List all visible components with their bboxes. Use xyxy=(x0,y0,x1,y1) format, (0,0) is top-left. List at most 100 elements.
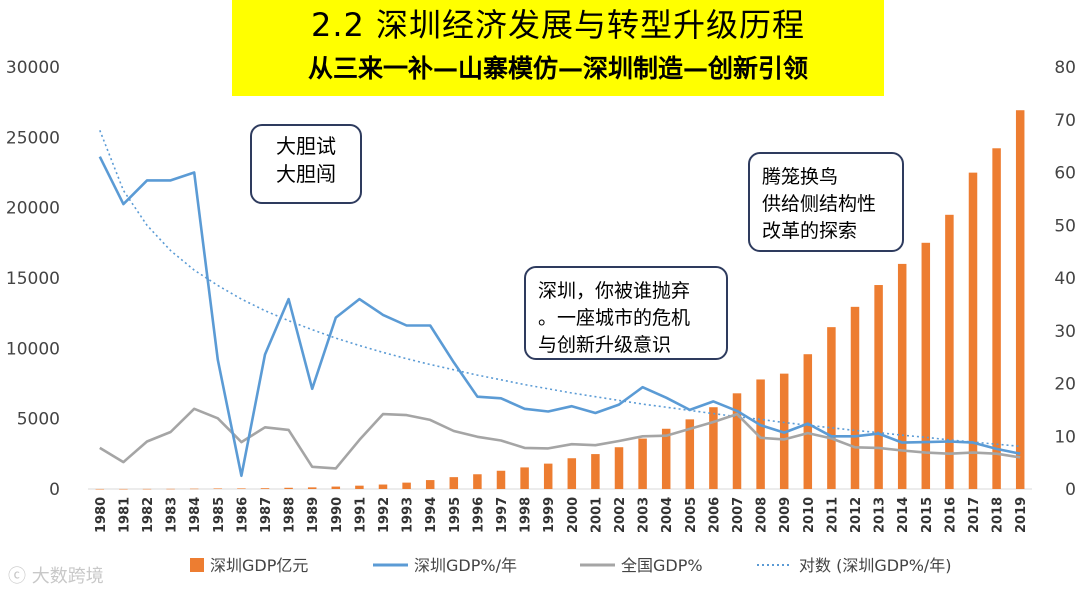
bar xyxy=(142,488,152,490)
x-tick-label: 2010 xyxy=(802,497,817,533)
x-tick-label: 1989 xyxy=(306,497,321,533)
bar xyxy=(850,306,860,489)
x-tick-label: 1987 xyxy=(259,497,274,533)
x-tick-label: 1980 xyxy=(94,497,109,533)
x-tick-label: 1985 xyxy=(212,497,227,533)
shenzhen-growth-line xyxy=(98,156,1021,478)
x-tick-label: 1983 xyxy=(165,497,180,533)
x-tick-label: 1991 xyxy=(353,497,368,533)
left-tick-label: 10000 xyxy=(6,339,60,359)
bar xyxy=(638,438,647,489)
right-axis: 0 10 20 30 40 50 60 70 80 xyxy=(1054,58,1076,500)
right-tick-label: 60 xyxy=(1054,164,1076,184)
bar xyxy=(119,488,128,490)
bar xyxy=(968,172,978,489)
x-tick-label: 2011 xyxy=(825,497,840,533)
left-tick-label: 0 xyxy=(49,480,60,500)
x-tick-label: 2016 xyxy=(943,497,958,533)
bar xyxy=(614,447,624,489)
bar xyxy=(95,488,105,490)
x-tick-label: 1988 xyxy=(283,497,298,533)
x-tick-label: 2005 xyxy=(684,497,699,533)
x-tick-label: 1992 xyxy=(377,497,392,533)
bar xyxy=(897,263,907,489)
bar xyxy=(945,214,954,489)
callout-crisis: 深圳，你被谁抛弃 。一座城市的危机 与创新升级意识 xyxy=(524,266,728,360)
x-tick-label: 2007 xyxy=(731,497,746,533)
chart-subtitle: 从三来一补—山寨模仿—深圳制造—创新引领 xyxy=(307,54,808,83)
bar xyxy=(166,488,175,490)
x-tick-label: 2006 xyxy=(707,497,722,533)
bar xyxy=(402,482,411,489)
x-tick-label: 2013 xyxy=(873,497,888,533)
right-tick-label: 20 xyxy=(1054,375,1076,395)
right-tick-label: 40 xyxy=(1054,269,1076,289)
x-tick-label: 2002 xyxy=(613,497,628,533)
national-growth-line xyxy=(99,407,1021,470)
trend-line xyxy=(99,130,1021,448)
x-tick-label: 2000 xyxy=(566,497,581,533)
bar xyxy=(732,393,742,489)
bar xyxy=(921,242,931,489)
legend-label-sz-gdp: 深圳GDP亿元 xyxy=(210,556,309,575)
bar xyxy=(874,285,883,489)
chart-title: 2.2 深圳经济发展与转型升级历程 xyxy=(310,6,806,44)
bar xyxy=(260,488,270,489)
bar xyxy=(378,484,388,489)
callout-line: 。一座城市的危机 xyxy=(538,307,691,329)
right-tick-label: 10 xyxy=(1054,427,1076,447)
bar xyxy=(685,419,695,489)
legend-label-sz-growth: 深圳GDP%/年 xyxy=(414,556,517,575)
callout-bold-experiment: 大胆试 大胆闯 xyxy=(250,124,362,204)
watermark-logo-icon: ⓒ xyxy=(8,566,26,587)
x-tick-label: 2017 xyxy=(967,497,982,533)
callout-restructuring: 腾笼换鸟 供给侧结构性 改革的探索 xyxy=(748,152,904,252)
bar xyxy=(213,488,223,489)
bar xyxy=(449,477,459,489)
right-tick-label: 30 xyxy=(1054,322,1076,342)
bar xyxy=(591,454,600,489)
x-tick-label: 2015 xyxy=(920,497,935,533)
bar xyxy=(496,470,506,489)
callout-line: 与创新升级意识 xyxy=(538,334,672,356)
bar xyxy=(756,379,765,489)
left-tick-label: 25000 xyxy=(6,128,60,148)
x-tick-label: 1994 xyxy=(424,497,439,533)
bar xyxy=(709,407,718,489)
x-tick-label: 2003 xyxy=(637,497,652,533)
callout-line: 深圳，你被谁抛弃 xyxy=(538,280,691,302)
bar xyxy=(473,474,482,489)
x-tick-label: 1984 xyxy=(188,497,203,533)
line-series xyxy=(98,130,1021,478)
bar xyxy=(543,463,553,489)
bar xyxy=(567,458,577,489)
left-tick-label: 15000 xyxy=(6,269,60,289)
bar xyxy=(1015,110,1025,489)
legend-swatches xyxy=(190,558,792,572)
bar xyxy=(331,486,341,489)
left-tick-label: 20000 xyxy=(6,199,60,219)
x-axis-labels: 1980 1981 1982 1983 1984 1985 1986 1987 1988 1989… xyxy=(94,497,1029,533)
legend-swatch-bar xyxy=(190,558,204,572)
watermark-text: 大数跨境 xyxy=(31,566,104,587)
x-tick-label: 1995 xyxy=(448,497,463,533)
x-tick-label: 1993 xyxy=(401,497,416,533)
bar xyxy=(189,488,199,490)
x-tick-label: 2004 xyxy=(660,497,675,533)
x-tick-label: 1981 xyxy=(117,497,132,533)
bar xyxy=(992,148,1001,489)
legend-label-cn-growth: 全国GDP% xyxy=(621,556,703,575)
callout-line: 供给侧结构性 xyxy=(762,193,877,215)
x-tick-label: 2001 xyxy=(589,497,604,533)
x-tick-label: 1998 xyxy=(519,497,534,533)
watermark: ⓒ 大数跨境 xyxy=(8,562,104,588)
left-tick-label: 30000 xyxy=(6,58,60,78)
x-tick-label: 1986 xyxy=(235,497,250,533)
right-tick-label: 50 xyxy=(1054,216,1076,236)
x-tick-label: 2009 xyxy=(778,497,793,533)
x-tick-label: 1982 xyxy=(141,497,156,533)
callout-line: 大胆闯 xyxy=(276,162,336,186)
bar xyxy=(425,480,435,489)
callout-line: 大胆试 xyxy=(276,134,336,158)
right-tick-label: 0 xyxy=(1065,480,1076,500)
